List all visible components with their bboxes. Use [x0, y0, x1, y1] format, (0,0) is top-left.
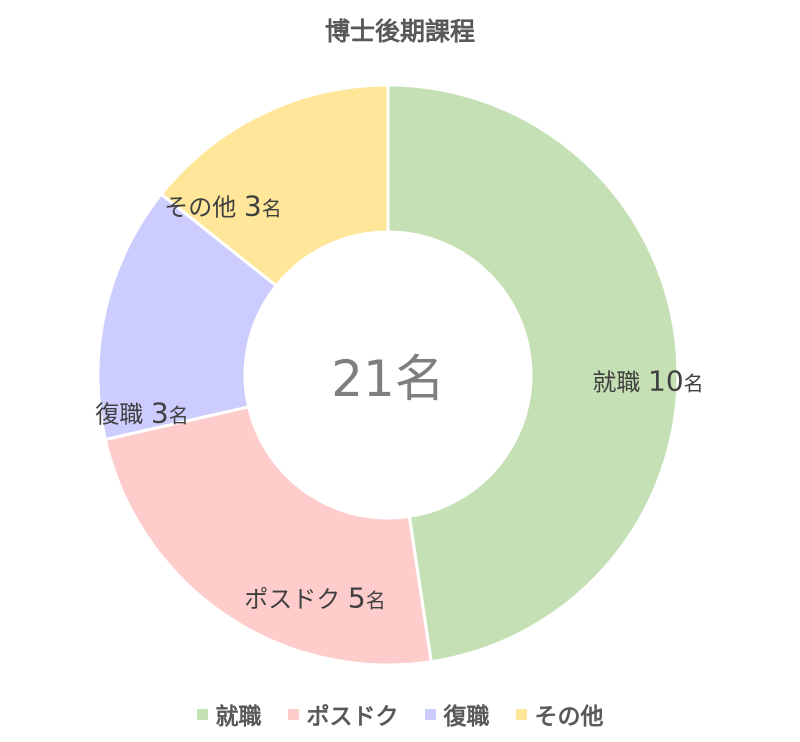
legend-swatch: [287, 708, 299, 720]
legend-item: 復職: [424, 697, 490, 731]
data-label: 就職 10名: [592, 364, 704, 398]
legend-label: 就職: [215, 704, 262, 730]
legend-swatch: [515, 708, 527, 720]
chart-title: 博士後期課程: [324, 17, 475, 46]
slice-1: [103, 405, 433, 667]
slice-2: [96, 192, 279, 442]
data-label: ポスドク 5名: [244, 581, 386, 615]
legend-item: その他: [515, 697, 604, 731]
legend-label: ポスドク: [306, 704, 399, 730]
legend-label: その他: [534, 704, 604, 730]
legend-swatch: [424, 708, 436, 720]
legend-item: ポスドク: [287, 697, 399, 731]
legend-swatch: [196, 708, 208, 720]
legend: 就職 ポスドク 復職 その他: [0, 697, 800, 731]
data-label: その他 3名: [164, 189, 282, 223]
legend-label: 復職: [443, 704, 490, 730]
legend-item: 就職: [196, 697, 262, 731]
slice-3: [159, 83, 390, 288]
slice-0: [386, 83, 680, 664]
center-total-label: 21名: [331, 350, 445, 408]
data-label: 復職 3名: [95, 396, 189, 430]
